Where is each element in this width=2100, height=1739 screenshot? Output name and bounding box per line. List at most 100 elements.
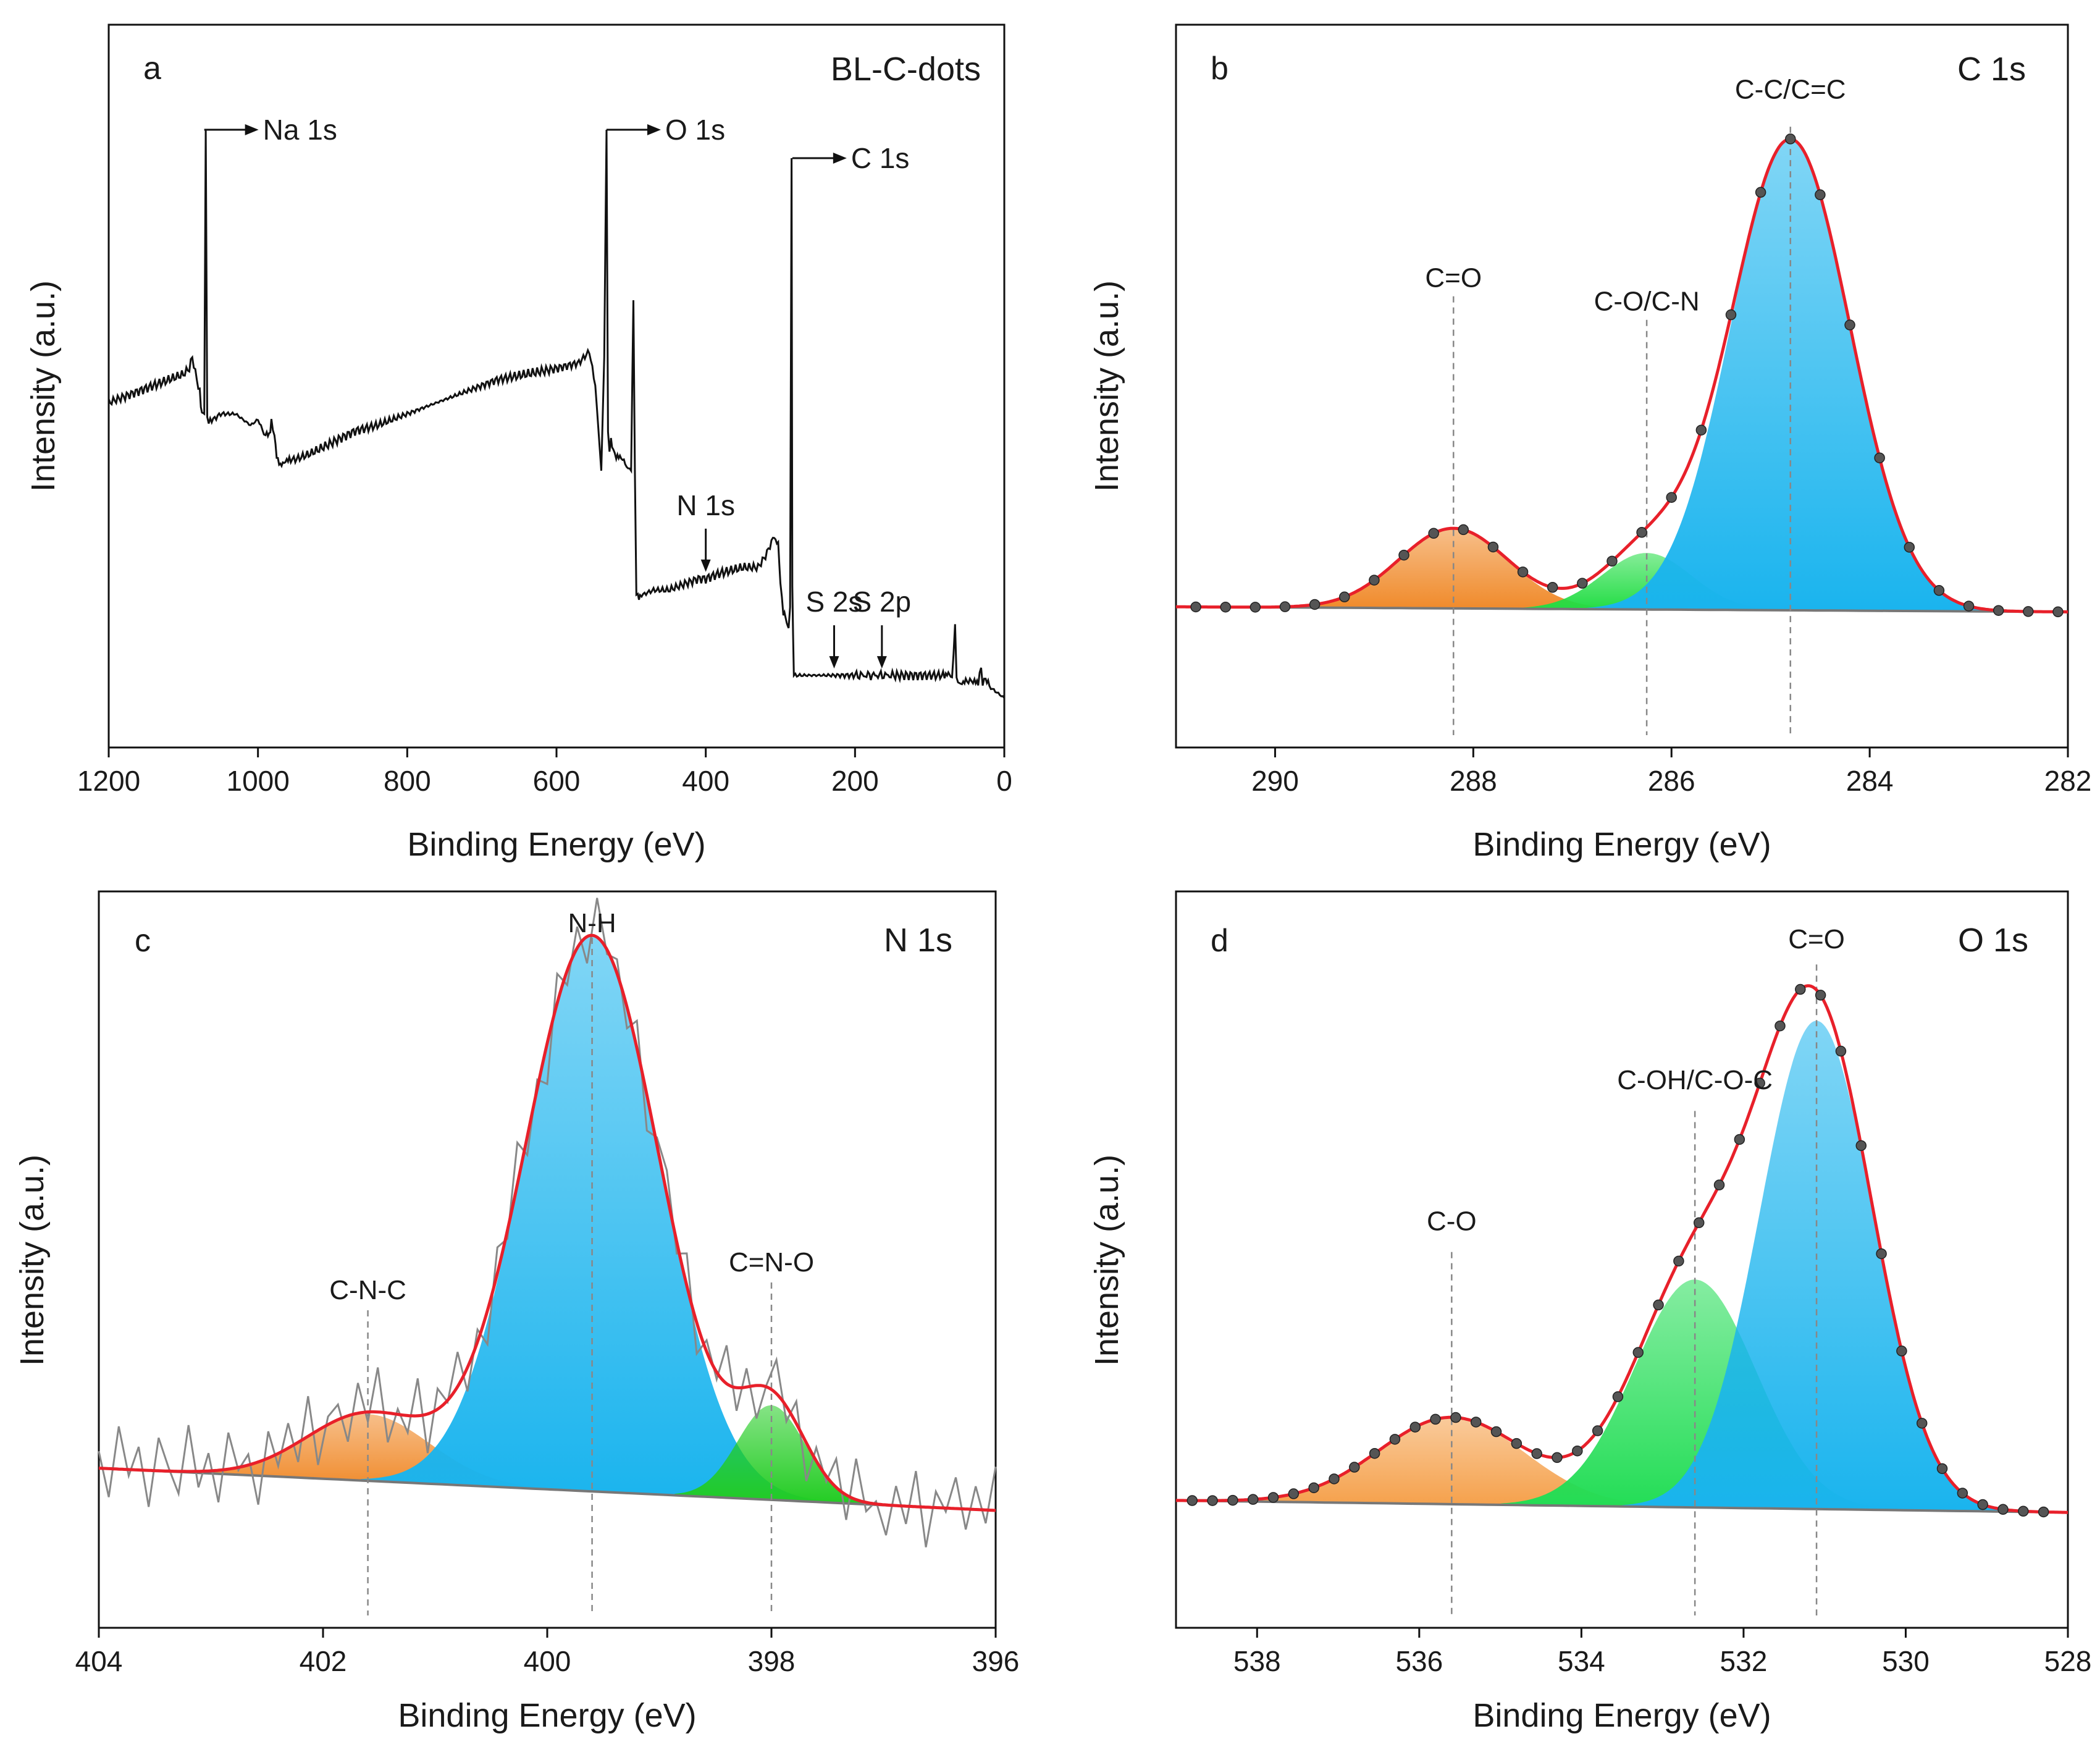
data-point [1470,1417,1482,1428]
x-tick-label: 284 [1846,765,1894,797]
data-point [1227,1494,1238,1506]
raw-spectrum-line [98,898,997,1547]
x-tick-label: 532 [1720,1645,1768,1677]
peak-label: C-O [1427,1206,1477,1237]
data-point [1349,1462,1360,1473]
peak-label: C-O/C-N [1594,287,1700,317]
data-point [1815,990,1826,1001]
panel-c-n1s: 404 402 400 398 396 C-N-C N-H C=N-O c N 1s Bin… [14,890,1020,1734]
data-point [1531,1448,1542,1459]
data-point [1490,1426,1502,1438]
data-point [1547,582,1558,593]
data-point [1896,1345,1907,1357]
panel-c-title: N 1s [884,922,952,959]
panel-d-peak-labels: C-O C-OH/C-O-C C=O [1427,924,1845,1237]
annotation-arrow-head [833,153,847,164]
data-point [1785,133,1796,145]
panel-d-x-ticks: 538 536 534 532 530 528 [1233,1628,2091,1677]
panel-c-x-axis-title: Binding Energy (eV) [398,1697,696,1734]
data-point [1695,424,1707,436]
data-point [1693,1217,1705,1229]
peak-label: C-C/C=C [1735,74,1846,104]
x-tick-label: 400 [524,1645,571,1677]
panel-a-y-axis-title: Intensity (a.u.) [25,280,62,492]
data-point [1957,1488,1968,1499]
x-tick-label: 0 [996,765,1012,797]
panel-c-peak-labels: C-N-C N-H C=N-O [329,908,814,1305]
data-point [1190,601,1201,613]
x-tick-label: 538 [1233,1645,1281,1677]
panel-a-annotations: Na 1s O 1s C 1s N 1s S 2sS 2p [204,114,912,669]
data-point [1774,1020,1786,1032]
data-point [1963,600,1975,612]
data-point [1250,602,1261,613]
data-point [1329,1473,1340,1484]
panel-b-x-axis-title: Binding Energy (eV) [1472,826,1771,863]
data-point [1904,542,1915,553]
data-point [1666,492,1677,503]
data-point [1874,452,1885,463]
data-point [1734,1134,1745,1145]
peak-label: C-OH/C-O-C [1617,1065,1773,1095]
peak-label: C=O [1788,924,1845,954]
data-point [1844,319,1855,331]
data-point [1592,1425,1603,1436]
data-point [1713,1179,1725,1190]
data-point [1552,1452,1563,1463]
panel-b-c1s: 290 288 286 284 282 C=O C-O/C-N C-C/C=C b C 1s… [1088,23,2092,863]
data-point [1815,189,1826,201]
panel-c-y-axis-title: Intensity (a.u.) [14,1155,51,1366]
data-point [1653,1299,1664,1311]
peak-label: C=O [1425,263,1482,293]
data-point [1632,1347,1644,1358]
data-point [1572,1445,1583,1457]
peak-annotation-label: C 1s [851,142,910,174]
data-point [1267,1492,1279,1503]
peak-label: N-H [568,908,616,938]
data-point [1308,1482,1319,1494]
panel-a-plot [107,129,1006,699]
panel-c-letter: c [135,923,151,959]
panel-b-title: C 1s [1957,51,2026,88]
annotation-arrow-head [700,559,711,572]
peak-label: C-N-C [329,1275,406,1305]
data-point [1933,585,1945,596]
data-point [1309,599,1321,610]
data-point [2052,606,2064,618]
survey-spectrum-line [107,129,1006,699]
background-line [1175,1499,2068,1514]
data-point [1577,578,1588,589]
data-point [2038,1506,2049,1518]
panel-d-plot [1175,964,2068,1615]
data-point [1755,187,1766,198]
x-tick-label: 404 [75,1645,123,1677]
annotation-arrow-head [245,124,259,135]
data-point [1186,1495,1198,1506]
x-tick-label: 396 [972,1645,1020,1677]
data-point [1288,1488,1300,1499]
x-tick-label: 1200 [77,765,140,797]
data-point [1606,555,1618,567]
data-point [1450,1412,1461,1423]
panel-d-title: O 1s [1958,922,2028,959]
data-point [1487,541,1499,553]
x-tick-label: 528 [2044,1645,2092,1677]
peak-label: C=N-O [729,1247,814,1278]
background-line [1175,605,2068,613]
panel-c-plot [98,898,997,1615]
data-point [2018,1505,2029,1517]
data-point [1876,1248,1887,1260]
x-tick-label: 282 [2044,765,2092,797]
annotation-arrow-head [829,656,839,669]
x-tick-label: 286 [1648,765,1695,797]
x-tick-label: 200 [831,765,879,797]
panel-b-letter: b [1211,51,1228,86]
data-point [1855,1140,1867,1152]
data-point [2023,606,2034,617]
data-point [1398,549,1409,561]
panel-b-plot [1175,127,2068,735]
panel-a-x-axis-title: Binding Energy (eV) [407,826,705,863]
data-point [1977,1499,1988,1510]
peak-annotation-label: S 2p [853,586,912,618]
